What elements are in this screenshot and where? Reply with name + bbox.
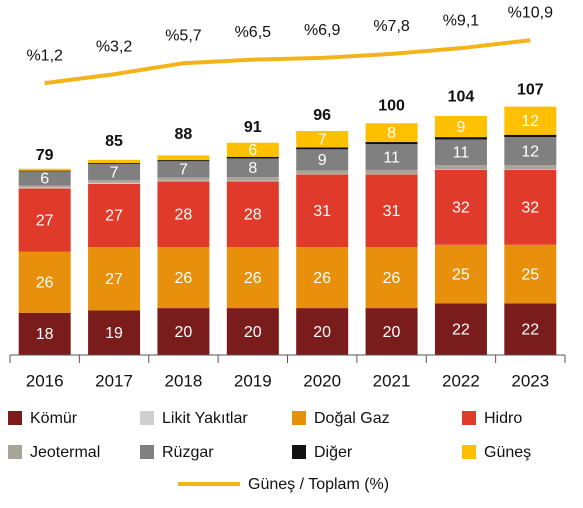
segment-label: 31 bbox=[383, 203, 401, 220]
segment-label: 31 bbox=[313, 203, 331, 220]
line-label: %10,9 bbox=[508, 4, 553, 21]
legend-label: Doğal Gaz bbox=[314, 410, 390, 427]
segment-label: 26 bbox=[383, 270, 401, 287]
x-tick-label: 2019 bbox=[234, 371, 272, 390]
legend-label: Kömür bbox=[30, 410, 78, 427]
bar-segment bbox=[88, 183, 140, 184]
legend-label: Güneş bbox=[484, 444, 531, 461]
legend-swatch bbox=[8, 445, 22, 459]
segment-label: 20 bbox=[175, 324, 193, 341]
segment-label: 9 bbox=[318, 152, 327, 169]
total-label: 88 bbox=[175, 126, 193, 143]
total-label: 107 bbox=[517, 81, 544, 98]
bar-segment bbox=[504, 165, 556, 169]
segment-label: 27 bbox=[105, 271, 123, 288]
segment-label: 7 bbox=[179, 162, 188, 179]
legend-label: Jeotermal bbox=[30, 444, 100, 461]
x-tick-label: 2020 bbox=[303, 371, 341, 390]
bar-segment bbox=[435, 137, 487, 139]
segment-label: 12 bbox=[521, 113, 539, 130]
segment-label: 26 bbox=[313, 270, 331, 287]
bar-segment bbox=[366, 170, 418, 174]
segment-label: 19 bbox=[105, 325, 123, 342]
line-label: %1,2 bbox=[26, 47, 63, 64]
segment-label: 28 bbox=[175, 206, 193, 223]
segment-label: 8 bbox=[248, 160, 257, 177]
segment-label: 26 bbox=[36, 275, 54, 292]
segment-label: 25 bbox=[521, 266, 539, 283]
line-label: %6,5 bbox=[235, 24, 272, 41]
bar-segment bbox=[157, 181, 209, 182]
total-label: 91 bbox=[244, 119, 262, 136]
legend-swatch bbox=[140, 411, 154, 425]
x-tick-label: 2021 bbox=[373, 371, 411, 390]
segment-label: 22 bbox=[521, 321, 539, 338]
legend-label: Diğer bbox=[314, 444, 353, 461]
legend-swatch bbox=[140, 445, 154, 459]
segment-label: 7 bbox=[110, 164, 119, 181]
segment-label: 12 bbox=[521, 143, 539, 160]
segment-label: 7 bbox=[318, 131, 327, 148]
segment-label: 9 bbox=[456, 119, 465, 136]
legend-swatch bbox=[292, 411, 306, 425]
line-label: %3,2 bbox=[96, 38, 133, 55]
segment-label: 20 bbox=[383, 324, 401, 341]
bar-segment bbox=[157, 155, 209, 160]
bar-segment bbox=[435, 165, 487, 169]
bar-segment bbox=[227, 181, 279, 182]
bar-segment bbox=[157, 160, 209, 161]
total-label: 96 bbox=[313, 107, 331, 124]
total-label: 79 bbox=[36, 147, 54, 164]
x-tick-label: 2023 bbox=[511, 371, 549, 390]
legend-swatch bbox=[462, 411, 476, 425]
legend-swatch bbox=[8, 411, 22, 425]
segment-label: 18 bbox=[36, 326, 54, 343]
legend-swatch bbox=[462, 445, 476, 459]
segment-label: 27 bbox=[105, 208, 123, 225]
bar-segment bbox=[504, 135, 556, 137]
bar-segment bbox=[19, 171, 71, 172]
bar-segment bbox=[88, 163, 140, 164]
segment-label: 26 bbox=[244, 270, 262, 287]
legend-swatch bbox=[292, 445, 306, 459]
line-label: %5,7 bbox=[165, 27, 202, 44]
legend-label: Likit Yakıtlar bbox=[162, 410, 248, 427]
line-label: %6,9 bbox=[304, 22, 341, 39]
segment-label: 20 bbox=[313, 324, 331, 341]
segment-label: 32 bbox=[521, 199, 539, 216]
total-label: 104 bbox=[448, 88, 475, 105]
segment-label: 27 bbox=[36, 212, 54, 229]
segment-label: 6 bbox=[248, 142, 257, 159]
x-tick-label: 2018 bbox=[165, 371, 203, 390]
segment-label: 11 bbox=[453, 145, 470, 162]
line-label: %7,8 bbox=[373, 18, 410, 35]
x-tick-label: 2022 bbox=[442, 371, 480, 390]
segment-label: 25 bbox=[452, 266, 470, 283]
bar-segment bbox=[296, 170, 348, 174]
segment-label: 20 bbox=[244, 324, 262, 341]
bar-segment bbox=[19, 169, 71, 171]
legend-label: Güneş / Toplam (%) bbox=[248, 476, 389, 493]
segment-label: 6 bbox=[40, 171, 49, 188]
segment-label: 26 bbox=[175, 270, 193, 287]
segment-label: 22 bbox=[452, 321, 470, 338]
bar-segment bbox=[227, 177, 279, 181]
x-tick-label: 2016 bbox=[26, 371, 64, 390]
bar-segment bbox=[88, 160, 140, 163]
legend-label: Rüzgar bbox=[162, 444, 214, 461]
segment-label: 8 bbox=[387, 125, 396, 142]
total-label: 100 bbox=[378, 98, 405, 115]
segment-label: 11 bbox=[383, 149, 400, 166]
line-label: %9,1 bbox=[443, 12, 480, 29]
x-tick-label: 2017 bbox=[95, 371, 133, 390]
bar-segment bbox=[366, 142, 418, 144]
segment-label: 28 bbox=[244, 206, 262, 223]
segment-label: 32 bbox=[452, 199, 470, 216]
legend-label: Hidro bbox=[484, 410, 522, 427]
total-label: 85 bbox=[105, 133, 123, 150]
